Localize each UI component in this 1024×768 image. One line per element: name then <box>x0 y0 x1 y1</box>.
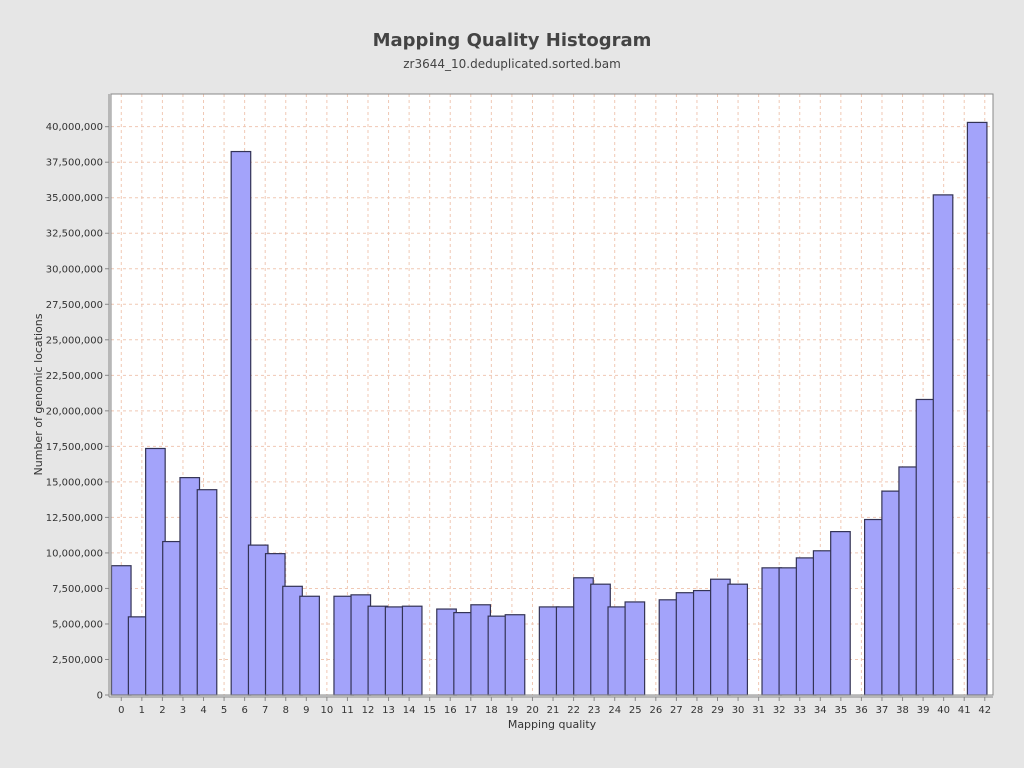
y-tick-label: 0 <box>97 691 103 702</box>
histogram-bar <box>299 595 320 696</box>
y-tick-label: 5,000,000 <box>52 619 103 630</box>
histogram-bar <box>470 604 492 696</box>
x-tick-label: 28 <box>691 705 704 716</box>
x-tick-label: 24 <box>608 705 621 716</box>
histogram-bar <box>898 466 920 696</box>
x-tick-label: 25 <box>629 705 642 716</box>
x-tick-label: 3 <box>180 705 186 716</box>
histogram-bar <box>675 592 697 696</box>
x-tick-label: 17 <box>464 705 477 716</box>
histogram-bar <box>504 614 526 696</box>
x-tick-label: 9 <box>303 705 309 716</box>
x-tick-label: 21 <box>547 705 560 716</box>
histogram-bar <box>590 583 611 696</box>
x-tick-label: 8 <box>283 705 289 716</box>
y-tick-label: 10,000,000 <box>46 548 103 559</box>
histogram-bar <box>367 605 389 696</box>
x-tick-label: 13 <box>382 705 395 716</box>
chart-title: Mapping Quality Histogram <box>372 30 652 51</box>
histogram-bar <box>864 518 885 696</box>
x-tick-label: 4 <box>200 705 206 716</box>
y-tick-label: 20,000,000 <box>46 406 103 417</box>
histogram-bar <box>162 540 183 696</box>
x-tick-label: 14 <box>403 705 416 716</box>
chart-subtitle: zr3644_10.deduplicated.sorted.bam <box>403 57 621 71</box>
x-tick-label: 6 <box>241 705 247 716</box>
x-tick-label: 29 <box>711 705 724 716</box>
y-tick-label: 40,000,000 <box>46 122 103 133</box>
x-tick-label: 32 <box>773 705 786 716</box>
histogram-bar <box>727 583 749 696</box>
x-tick-label: 22 <box>567 705 580 716</box>
x-tick-label: 38 <box>896 705 909 716</box>
x-tick-label: 18 <box>485 705 498 716</box>
y-tick-label: 12,500,000 <box>46 513 103 524</box>
x-tick-label: 26 <box>649 705 662 716</box>
x-axis-label: Mapping quality <box>508 718 597 731</box>
x-tick-label: 0 <box>118 705 124 716</box>
x-tick-label: 16 <box>444 705 457 716</box>
x-tick-label: 30 <box>732 705 745 716</box>
x-tick-label: 23 <box>588 705 601 716</box>
x-tick-label: 7 <box>262 705 268 716</box>
x-tick-label: 37 <box>876 705 889 716</box>
x-tick-label: 10 <box>321 705 334 716</box>
x-tick-label: 41 <box>958 705 971 716</box>
x-tick-label: 2 <box>159 705 165 716</box>
y-axis-label: Number of genomic locations <box>32 313 45 475</box>
y-tick-label: 30,000,000 <box>46 264 103 275</box>
histogram-bar <box>555 606 577 696</box>
histogram-bar <box>179 477 201 696</box>
x-tick-label: 36 <box>855 705 868 716</box>
y-tick-label: 27,500,000 <box>46 300 103 311</box>
y-tick-label: 7,500,000 <box>52 584 103 595</box>
x-tick-label: 15 <box>423 705 436 716</box>
histogram-bar <box>127 616 149 696</box>
x-tick-label: 1 <box>139 705 145 716</box>
x-tick-label: 34 <box>814 705 827 716</box>
histogram-bar <box>264 553 286 696</box>
x-tick-label: 27 <box>670 705 683 716</box>
x-tick-label: 20 <box>526 705 539 716</box>
histogram-bar <box>778 567 800 696</box>
y-tick-label: 22,500,000 <box>46 371 103 382</box>
axes: 02,500,0005,000,0007,500,00010,000,00012… <box>46 93 994 716</box>
plot-border <box>110 93 994 696</box>
x-tick-label: 12 <box>362 705 375 716</box>
histogram-bar <box>932 194 954 696</box>
x-tick-label: 19 <box>506 705 519 716</box>
histogram-bar <box>710 578 731 696</box>
x-tick-label: 5 <box>221 705 227 716</box>
y-tick-label: 17,500,000 <box>46 442 103 453</box>
histogram-bar <box>830 531 851 696</box>
x-tick-label: 42 <box>978 705 991 716</box>
y-tick-label: 35,000,000 <box>46 193 103 204</box>
y-tick-label: 15,000,000 <box>46 477 103 488</box>
histogram-bar <box>966 121 988 696</box>
y-tick-label: 25,000,000 <box>46 335 103 346</box>
histogram-bar <box>196 489 218 696</box>
y-tick-label: 32,500,000 <box>46 229 103 240</box>
x-tick-label: 35 <box>834 705 847 716</box>
x-tick-label: 31 <box>752 705 765 716</box>
histogram-bar <box>812 550 834 696</box>
histogram-bar <box>230 150 252 696</box>
x-tick-label: 39 <box>917 705 930 716</box>
histogram-bar <box>401 605 423 696</box>
x-tick-label: 40 <box>937 705 950 716</box>
y-tick-label: 2,500,000 <box>52 655 103 666</box>
x-tick-label: 33 <box>793 705 806 716</box>
y-tick-label: 37,500,000 <box>46 158 103 169</box>
x-tick-label: 11 <box>341 705 354 716</box>
histogram-bar <box>624 601 646 696</box>
